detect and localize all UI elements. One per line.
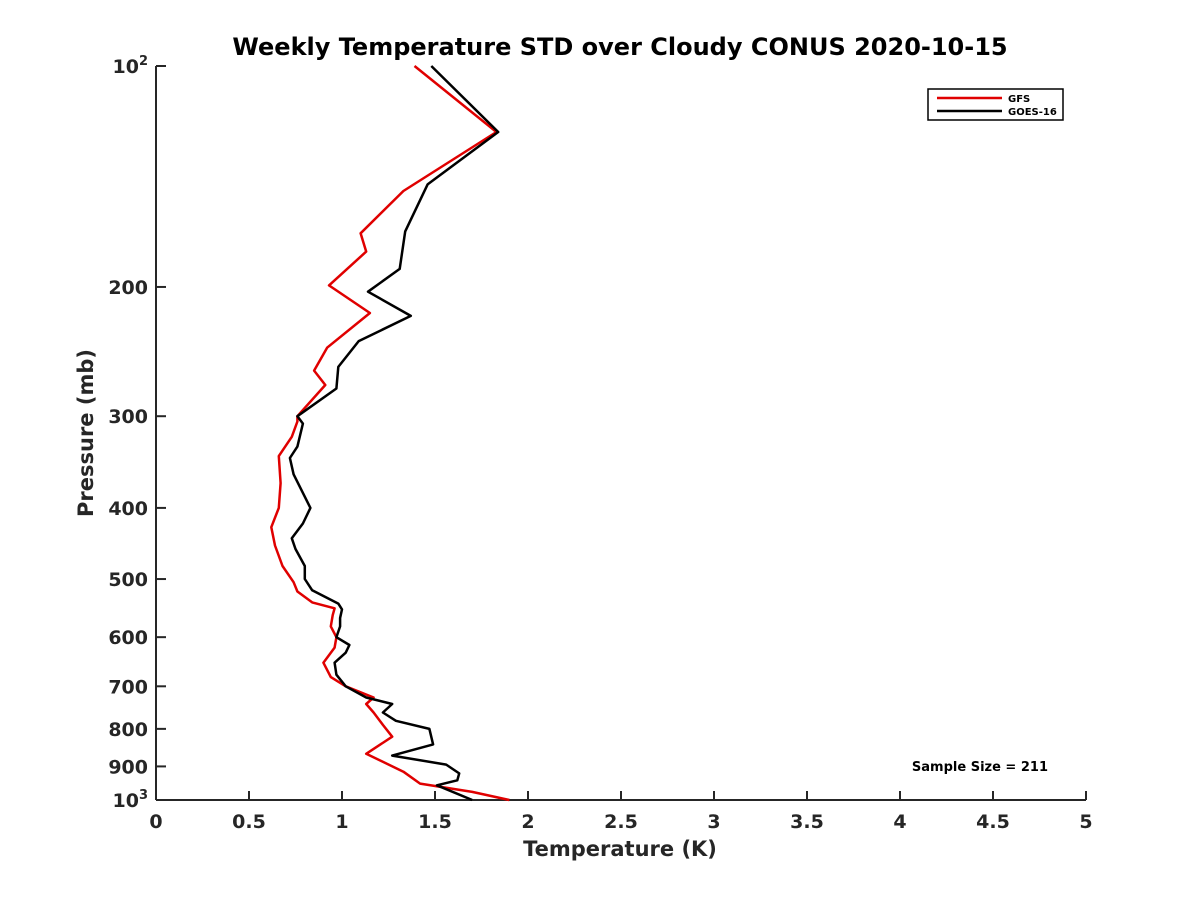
x-tick-label: 1.5	[418, 811, 452, 833]
y-tick-label-base: 800	[108, 719, 148, 741]
y-tick-label: 800	[108, 719, 148, 741]
y-tick-label-base: 10	[113, 790, 139, 812]
x-tick-label: 5	[1079, 811, 1092, 833]
x-tick-label: 4	[893, 811, 906, 833]
x-tick-label: 0	[149, 811, 162, 833]
y-tick-label: 500	[108, 569, 148, 591]
x-tick-label: 4.5	[976, 811, 1010, 833]
series-lines	[270, 65, 510, 802]
y-tick-label: 700	[108, 676, 148, 698]
y-tick-label-base: 300	[108, 406, 148, 428]
y-tick-label: 200	[108, 277, 148, 299]
y-axis-label: Pressure (mb)	[74, 349, 98, 517]
legend-box	[927, 88, 1064, 121]
x-tick-label: 2.5	[604, 811, 638, 833]
series-line-goes-16	[288, 65, 500, 802]
y-tick-label: 600	[108, 627, 148, 649]
y-tick-label-base: 400	[108, 498, 148, 520]
y-tick-label-base: 700	[108, 676, 148, 698]
y-tick-label-base: 10	[113, 56, 139, 78]
y-tick-label: 300	[108, 406, 148, 428]
y-tick-label-base: 200	[108, 277, 148, 299]
x-tick-label: 0.5	[232, 811, 266, 833]
axes	[155, 66, 1086, 801]
x-tick-label: 3.5	[790, 811, 824, 833]
x-tick-label: 2	[521, 811, 534, 833]
y-tick-label: 900	[108, 756, 148, 778]
y-tick-label: 103	[113, 788, 149, 812]
x-axis-label: Temperature (K)	[523, 837, 717, 861]
y-tick-label-exponent: 3	[139, 788, 148, 803]
x-tick-label: 1	[335, 811, 348, 833]
chart-title: Weekly Temperature STD over Cloudy CONUS…	[232, 33, 1007, 61]
sample-size-annotation: Sample Size = 211	[912, 760, 1048, 775]
series-line-gfs	[270, 65, 510, 802]
y-tick-label-base: 500	[108, 569, 148, 591]
y-tick-label-base: 600	[108, 627, 148, 649]
y-tick-label-base: 900	[108, 756, 148, 778]
y-tick-label-exponent: 2	[139, 54, 148, 69]
x-ticks: 0 0.5 1 1.5 2 2.5 3 3.5 4 4.5 5	[149, 791, 1093, 833]
legend: GFS GOES-16	[927, 88, 1064, 121]
legend-label: GOES-16	[1008, 107, 1057, 118]
y-tick-label: 400	[108, 498, 148, 520]
y-tick-label: 102	[113, 54, 149, 78]
x-tick-label: 3	[707, 811, 720, 833]
legend-label: GFS	[1008, 94, 1030, 105]
